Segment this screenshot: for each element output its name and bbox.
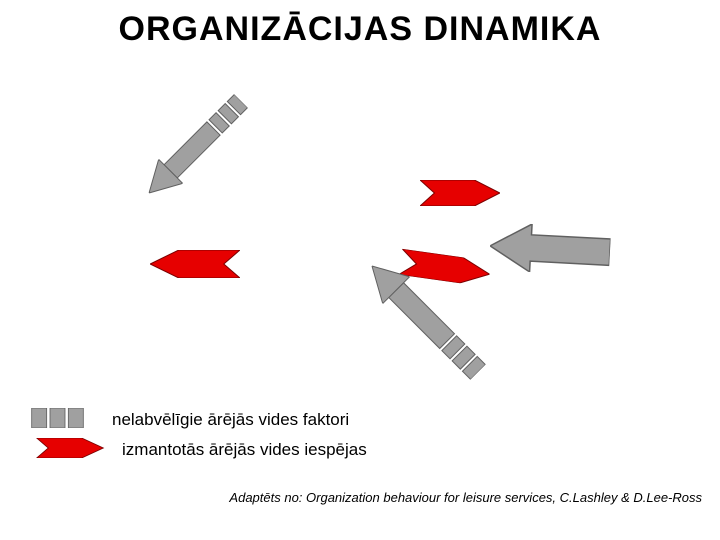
legend-label: izmantotās ārējās vides iespējas [122,440,367,460]
diagram-arrow [150,250,240,278]
diagram-arrow [137,89,253,205]
legend: nelabvēlīgie ārējās vides faktori izmant… [30,405,367,465]
legend-item: izmantotās ārējās vides iespējas [30,435,367,465]
diagram-area [90,100,630,390]
legend-item: nelabvēlīgie ārējās vides faktori [30,405,367,435]
diagram-arrow [420,180,500,206]
legend-label: nelabvēlīgie ārējās vides faktori [112,410,349,430]
red-arrow-icon [30,438,110,463]
diagram-arrow [489,222,611,276]
gray-arrow-icon [30,408,100,433]
page-title: ORGANIZĀCIJAS DINAMIKA [0,10,720,49]
citation-text: Adaptēts no: Organization behaviour for … [229,490,702,505]
